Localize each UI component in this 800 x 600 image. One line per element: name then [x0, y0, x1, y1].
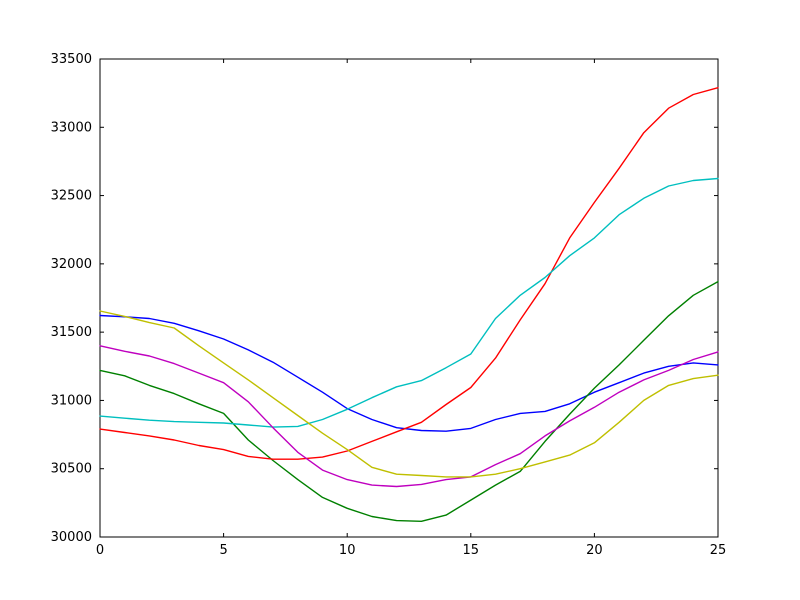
x-tick-label: 10 — [339, 543, 356, 558]
series-line-cyan — [99, 177, 719, 428]
y-tick-label: 33500 — [51, 52, 92, 67]
y-tick-label: 32500 — [51, 189, 92, 204]
series-line-blue — [99, 314, 719, 432]
series-line-red — [99, 86, 719, 460]
y-tick-label: 30500 — [51, 462, 92, 477]
y-tick-label: 33000 — [51, 120, 92, 135]
x-tick-label: 5 — [219, 543, 227, 558]
y-tick-label: 32000 — [51, 257, 92, 272]
x-tick-label: 20 — [586, 543, 603, 558]
y-tick-label: 31500 — [51, 325, 92, 340]
series-line-magenta — [99, 345, 719, 488]
series-line-yellow — [99, 310, 719, 478]
x-tick-label: 15 — [463, 543, 480, 558]
x-tick-label: 0 — [96, 543, 104, 558]
plot-area — [100, 59, 718, 537]
series-line-green — [99, 280, 719, 522]
y-tick-label: 31000 — [51, 393, 92, 408]
x-tick-label: 25 — [710, 543, 727, 558]
y-tick-label: 30000 — [51, 530, 92, 545]
plot-frame — [99, 58, 719, 538]
